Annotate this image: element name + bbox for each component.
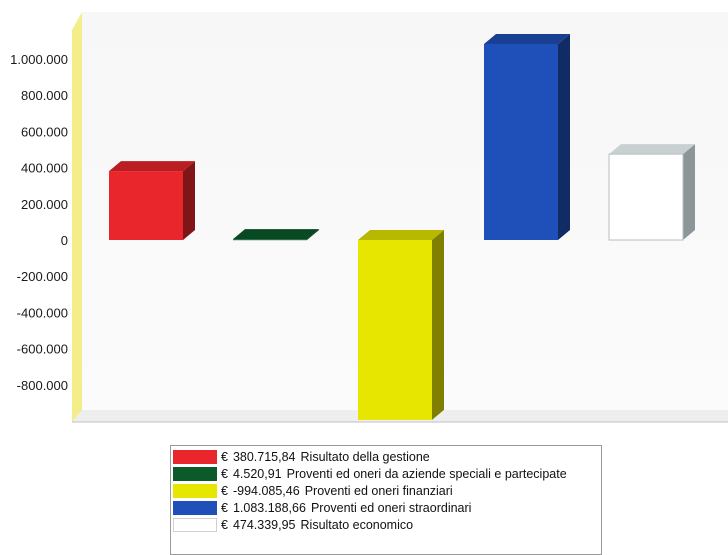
bar-front [109, 171, 183, 240]
bar-top [109, 161, 195, 172]
y-tick-label: 800.000 [21, 88, 68, 103]
legend-value: 474.339,95 [232, 517, 296, 532]
bar-top [233, 229, 319, 240]
y-tick-label: -800.000 [17, 378, 68, 393]
y-tick-label: -200.000 [17, 269, 68, 284]
bar-5 [608, 144, 695, 241]
legend-swatch [173, 483, 217, 498]
legend-currency: € [221, 517, 228, 532]
y-tick-label: -400.000 [17, 305, 68, 320]
bar-front [484, 43, 558, 240]
y-tick-label: 0 [61, 233, 68, 248]
legend-label: Risultato della gestione [300, 449, 430, 464]
bar-side [183, 161, 195, 240]
y-axis-ticks: 1.000.000 800.000 600.000 400.000 200.000 0 -2… [10, 52, 68, 393]
legend-swatch [173, 449, 217, 464]
legend-item: €1.083.188,66 Proventi ed oneri straordin… [171, 499, 601, 516]
legend-currency: € [221, 449, 228, 464]
legend-swatch [173, 517, 217, 532]
bar-4 [484, 33, 570, 240]
bar-top [609, 144, 695, 155]
legend-item: €474.339,95 Risultato economico [171, 516, 601, 533]
legend-currency: € [221, 483, 228, 498]
legend-swatch [173, 466, 217, 481]
legend-currency: € [221, 500, 228, 515]
legend-item: € -994.085,46 Proventi ed oneri finanziari [171, 482, 601, 499]
bar-side [683, 144, 695, 240]
legend-swatch [173, 500, 217, 515]
legend: €380.715,84 Risultato della gestione €4.52… [170, 445, 602, 555]
y-tick-label: 400.000 [21, 161, 68, 176]
legend-item: €380.715,84 Risultato della gestione [171, 448, 601, 465]
bar-front [608, 153, 684, 241]
bar-chart: 1.000.000 800.000 600.000 400.000 200.000 0 -2… [10, 12, 728, 423]
bar-front [358, 240, 432, 420]
y-tick-label: 600.000 [21, 124, 68, 139]
bars-group [109, 33, 695, 420]
y-tick-label: -600.000 [17, 342, 68, 357]
legend-label: Proventi ed oneri da aziende speciali e … [286, 466, 567, 481]
legend-value: 1.083.188,66 [232, 500, 306, 515]
bar-3 [358, 230, 444, 420]
bar-front [233, 239, 307, 241]
y-tick-label: 1.000.000 [10, 52, 68, 67]
bar-2 [233, 229, 319, 241]
bar-top [484, 33, 570, 44]
legend-label: Proventi ed oneri straordinari [310, 500, 472, 515]
bar-side [558, 33, 570, 240]
y-tick-label: 200.000 [21, 197, 68, 212]
legend-value: 4.520,91 [232, 466, 282, 481]
legend-label: Risultato economico [300, 517, 414, 532]
bar-side [432, 230, 444, 420]
legend-item: €4.520,91 Proventi ed oneri da aziende sp… [171, 465, 601, 482]
legend-label: Proventi ed oneri finanziari [304, 483, 453, 498]
bar-side [307, 229, 319, 240]
bar-top [358, 230, 444, 240]
legend-currency: € [221, 466, 228, 481]
chart-left-wall [72, 12, 82, 422]
bar-1 [109, 161, 195, 240]
legend-value: -994.085,46 [232, 483, 300, 498]
legend-value: 380.715,84 [232, 449, 296, 464]
